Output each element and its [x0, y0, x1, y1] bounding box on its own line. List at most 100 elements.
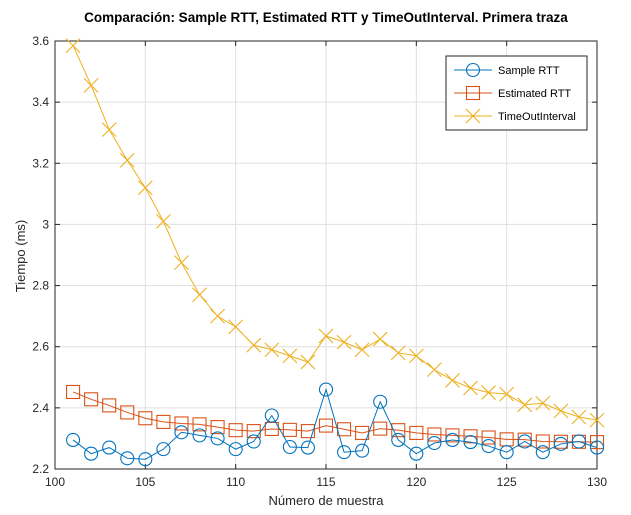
series-estimated-rtt: [66, 384, 605, 450]
legend-item-timeoutinterval: TimeOutInterval: [454, 108, 576, 124]
x-tick-label: 120: [406, 475, 426, 489]
sample-rtt-point: [355, 443, 370, 458]
series-timeoutinterval: [65, 38, 605, 428]
y-tick-label: 2.8: [32, 279, 49, 293]
sample-rtt-point: [210, 431, 225, 446]
timeoutinterval-point: [408, 348, 424, 364]
legend-marker: [465, 85, 481, 101]
estimated-rtt-point: [120, 405, 135, 420]
estimated-rtt-point: [391, 423, 406, 438]
series-layer: [65, 38, 605, 467]
estimated-rtt-point: [84, 392, 99, 407]
estimated-rtt-point: [300, 424, 315, 439]
timeoutinterval-point: [535, 395, 551, 411]
timeoutinterval-point: [156, 213, 171, 229]
sample-rtt-point: [120, 451, 135, 466]
y-tick-label: 2.2: [32, 462, 49, 476]
estimated-rtt-point: [138, 411, 153, 426]
sample-rtt-point: [192, 428, 207, 443]
sample-rtt-point: [300, 440, 315, 455]
sample-rtt-point: [246, 434, 261, 449]
sample-rtt-point: [409, 446, 424, 461]
sample-rtt-point: [66, 432, 81, 448]
legend-item-estimated-rtt: Estimated RTT: [454, 85, 571, 101]
sample-rtt-point: [373, 394, 388, 409]
sample-rtt-point: [337, 445, 352, 460]
estimated-rtt-point: [228, 423, 243, 438]
sample-rtt-point: [481, 439, 496, 454]
legend-label: TimeOutInterval: [498, 111, 576, 123]
timeoutinterval-point: [101, 122, 117, 138]
estimated-rtt-point: [463, 429, 478, 444]
estimated-rtt-point: [102, 398, 117, 413]
series-sample-rtt: [66, 382, 605, 467]
x-tick-label: 105: [135, 475, 155, 489]
estimated-rtt-point: [481, 430, 496, 445]
timeoutinterval-point: [445, 372, 460, 388]
sample-rtt-point: [264, 408, 279, 423]
timeoutinterval-point: [499, 386, 515, 402]
sample-rtt-point: [463, 435, 478, 450]
x-tick-label: 115: [316, 475, 335, 489]
estimated-rtt-point: [373, 421, 388, 436]
timeoutinterval-point: [282, 348, 298, 364]
sample-rtt-point: [156, 442, 171, 457]
timeoutinterval-point: [481, 385, 496, 400]
legend-marker: [465, 108, 481, 124]
estimated-rtt-point: [445, 428, 460, 443]
legend-marker: [465, 62, 481, 78]
timeoutinterval-point: [336, 334, 352, 350]
timeoutinterval-point: [300, 354, 316, 370]
estimated-rtt-point: [210, 420, 225, 435]
sample-rtt-point: [228, 442, 243, 457]
sample-rtt-point: [318, 382, 334, 397]
timeoutinterval-point: [517, 397, 533, 413]
estimated-rtt-point: [282, 422, 297, 437]
timeoutinterval-point: [463, 380, 478, 396]
estimated-rtt-point: [156, 414, 171, 429]
sample-rtt-point: [282, 439, 297, 455]
timeoutinterval-point: [390, 345, 406, 361]
axis-ticks: 100 105 110 115 120 125 130 2.2 2.4 2.6 2.8 3 3.2 3.4…: [32, 34, 607, 489]
estimated-rtt-point: [427, 427, 442, 442]
timeoutinterval-point: [65, 38, 81, 53]
timeoutinterval-point: [589, 412, 605, 428]
y-axis-title: Tiempo (ms): [13, 220, 28, 292]
timeoutinterval-point: [210, 308, 225, 324]
timeoutinterval-point: [354, 342, 370, 358]
timeoutinterval-point: [174, 255, 189, 271]
timeoutinterval-point: [246, 337, 262, 353]
y-tick-label: 3.6: [32, 34, 49, 48]
sample-rtt-point: [138, 452, 153, 467]
timeoutinterval-point: [571, 409, 587, 425]
estimated-rtt-point: [318, 418, 334, 433]
timeoutinterval-point: [119, 152, 135, 168]
sample-rtt-point: [589, 440, 605, 455]
legend: Sample RTT Estimated RTT TimeOutInterval: [445, 55, 588, 131]
sample-rtt-line: [72, 387, 598, 460]
sample-rtt-point: [427, 435, 442, 451]
y-tick-label: 3.2: [32, 156, 49, 170]
estimated-rtt-point: [66, 384, 81, 400]
timeoutinterval-point: [372, 331, 388, 347]
y-tick-label: 2.6: [32, 340, 49, 354]
x-tick-label: 130: [587, 475, 607, 489]
timeoutinterval-point: [228, 319, 244, 335]
estimated-rtt-point: [246, 424, 261, 439]
timeoutinterval-point: [553, 403, 569, 419]
sample-rtt-point: [391, 432, 406, 448]
sample-rtt-point: [84, 446, 99, 461]
timeoutinterval-point: [83, 77, 99, 93]
sample-rtt-point: [445, 432, 460, 448]
sample-rtt-point: [571, 434, 586, 449]
estimated-rtt-point: [174, 416, 189, 431]
sample-rtt-point: [517, 434, 532, 449]
legend-item-sample-rtt: Sample RTT: [454, 62, 560, 78]
estimated-rtt-point: [589, 435, 605, 450]
estimated-rtt-line: [72, 391, 598, 443]
timeoutinterval-point: [192, 287, 207, 303]
y-tick-label: 2.4: [32, 401, 49, 415]
timeoutinterval-point: [264, 342, 280, 358]
sample-rtt-point: [102, 440, 117, 455]
